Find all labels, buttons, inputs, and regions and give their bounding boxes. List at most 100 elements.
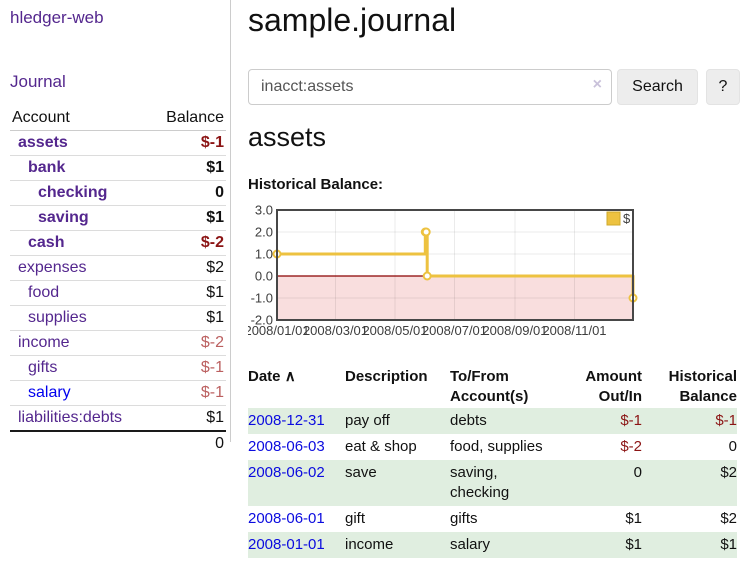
account-balance: $-1 <box>200 134 224 151</box>
account-row-gifts: gifts $-1 <box>10 355 226 381</box>
transaction-description: pay off <box>345 412 390 429</box>
register-row: 2008-01-01 income salary $1 $1 <box>248 532 737 558</box>
account-row-checking: checking 0 <box>10 180 226 206</box>
svg-text:$: $ <box>623 211 631 226</box>
register-table: Date ∧ Description To/From Account(s) Am… <box>248 366 737 558</box>
sort-ascending-icon: ∧ <box>284 368 296 385</box>
main-content: sample.journal × Search ? assets Histori… <box>244 0 742 582</box>
transaction-balance: $-1 <box>715 412 737 429</box>
account-link-salary[interactable]: salary <box>28 384 71 401</box>
transaction-description: eat & shop <box>345 438 417 455</box>
svg-text:2008/03/01: 2008/03/01 <box>303 323 368 338</box>
account-page-title: assets <box>248 122 327 152</box>
svg-text:-2.0: -2.0 <box>251 313 273 328</box>
transaction-accounts: saving, checking <box>450 464 510 501</box>
transaction-date-link[interactable]: 2008-06-01 <box>248 510 325 527</box>
transaction-amount: $-1 <box>620 412 642 429</box>
help-button[interactable]: ? <box>706 69 740 105</box>
sidebar-item-journal: Journal <box>10 72 226 92</box>
account-link-cash[interactable]: cash <box>28 234 65 251</box>
transaction-date-link[interactable]: 2008-06-03 <box>248 438 325 455</box>
register-header-account: To/From Account(s) <box>450 368 529 405</box>
account-link-saving[interactable]: saving <box>38 209 89 226</box>
accounts-total-value: 0 <box>10 430 226 456</box>
journal-link[interactable]: Journal <box>10 72 66 91</box>
account-balance: $1 <box>149 280 226 306</box>
account-row-saving: saving $1 <box>10 205 226 231</box>
transaction-description: gift <box>345 510 366 527</box>
clear-search-icon[interactable]: × <box>592 76 602 93</box>
account-row-food: food $1 <box>10 280 226 306</box>
transaction-amount: $-2 <box>620 438 642 455</box>
sidebar: hledger-web Journal Account Balance asse… <box>0 0 231 456</box>
account-row-salary: salary $-1 <box>10 380 226 406</box>
transaction-accounts: debts <box>450 412 487 429</box>
account-balance: $1 <box>149 305 226 331</box>
register-row: 2008-12-31 pay off debts $-1 $-1 <box>248 408 737 434</box>
transaction-description: income <box>345 536 394 553</box>
account-balance: $-1 <box>149 380 226 406</box>
page-title: sample.journal <box>248 2 457 38</box>
register-header-amount: Amount Out/In <box>585 368 642 405</box>
account-balance: $1 <box>149 205 226 231</box>
account-link-gifts[interactable]: gifts <box>28 359 58 376</box>
register-row: 2008-06-03 eat & shop food, supplies $-2… <box>248 434 737 460</box>
svg-text:2008/09/01: 2008/09/01 <box>482 323 547 338</box>
svg-text:1.0: 1.0 <box>255 247 273 262</box>
app-title: hledger-web <box>10 8 226 28</box>
transaction-accounts: food, supplies <box>450 438 543 455</box>
account-row-supplies: supplies $1 <box>10 305 226 331</box>
account-link-supplies[interactable]: supplies <box>28 309 87 326</box>
search-button[interactable]: Search <box>617 69 698 105</box>
account-row-liabilities-debts: liabilities:debts $1 <box>10 405 226 431</box>
transaction-amount: 0 <box>633 464 642 481</box>
account-balance: $2 <box>149 255 226 281</box>
account-row-income: income $-2 <box>10 330 226 356</box>
account-balance: $-1 <box>149 355 226 381</box>
account-link-bank[interactable]: bank <box>28 159 66 176</box>
register-row: 2008-06-01 gift gifts $1 $2 <box>248 506 737 532</box>
accounts-header-account: Account <box>10 107 150 131</box>
svg-text:2008/11/01: 2008/11/01 <box>542 323 606 338</box>
account-balance: $1 <box>149 155 226 181</box>
svg-text:0.0: 0.0 <box>255 269 273 284</box>
register-header-date[interactable]: Date ∧ <box>248 368 296 385</box>
transaction-amount: $1 <box>625 510 642 527</box>
transaction-description: save <box>345 464 377 481</box>
svg-text:2008/01/01: 2008/01/01 <box>248 323 310 338</box>
account-balance: $-2 <box>149 230 226 256</box>
svg-text:2008/05/01: 2008/05/01 <box>362 323 427 338</box>
account-link-checking[interactable]: checking <box>38 184 108 201</box>
transaction-balance: $2 <box>720 464 737 481</box>
search-form: × Search ? <box>248 69 740 105</box>
transaction-accounts: salary <box>450 536 491 553</box>
transaction-balance: $2 <box>720 510 737 527</box>
account-link-food[interactable]: food <box>28 284 60 301</box>
account-link-assets[interactable]: assets <box>18 134 68 151</box>
account-link-expenses[interactable]: expenses <box>18 259 87 276</box>
account-row-bank: bank $1 <box>10 155 226 181</box>
svg-text:2.0: 2.0 <box>255 225 273 240</box>
transaction-date-link[interactable]: 2008-12-31 <box>248 412 325 429</box>
transaction-balance: $1 <box>720 536 737 553</box>
register-header-balance: Historical Balance <box>668 368 737 405</box>
account-link-income[interactable]: income <box>18 334 70 351</box>
account-row-expenses: expenses $2 <box>10 255 226 281</box>
account-link-liabilities-debts[interactable]: liabilities:debts <box>18 409 123 426</box>
transaction-amount: $1 <box>625 536 642 553</box>
transaction-balance: 0 <box>728 438 737 455</box>
register-row: 2008-06-02 save saving, checking 0 $2 <box>248 460 737 506</box>
account-balance: $1 <box>149 405 226 431</box>
chart-label: Historical Balance: <box>248 176 384 193</box>
app-title-link[interactable]: hledger-web <box>10 8 104 27</box>
svg-text:2008/07/01: 2008/07/01 <box>422 323 487 338</box>
accounts-total-row: 0 <box>10 430 226 456</box>
account-row-cash: cash $-2 <box>10 230 226 256</box>
transaction-date-link[interactable]: 2008-01-01 <box>248 536 325 553</box>
search-input[interactable] <box>248 69 612 105</box>
accounts-table: Account Balance assets $-1 bank $1 check… <box>10 107 226 456</box>
transaction-date-link[interactable]: 2008-06-02 <box>248 464 325 481</box>
account-balance: $-2 <box>149 330 226 356</box>
account-balance: 0 <box>149 180 226 206</box>
svg-text:-1.0: -1.0 <box>251 291 273 306</box>
